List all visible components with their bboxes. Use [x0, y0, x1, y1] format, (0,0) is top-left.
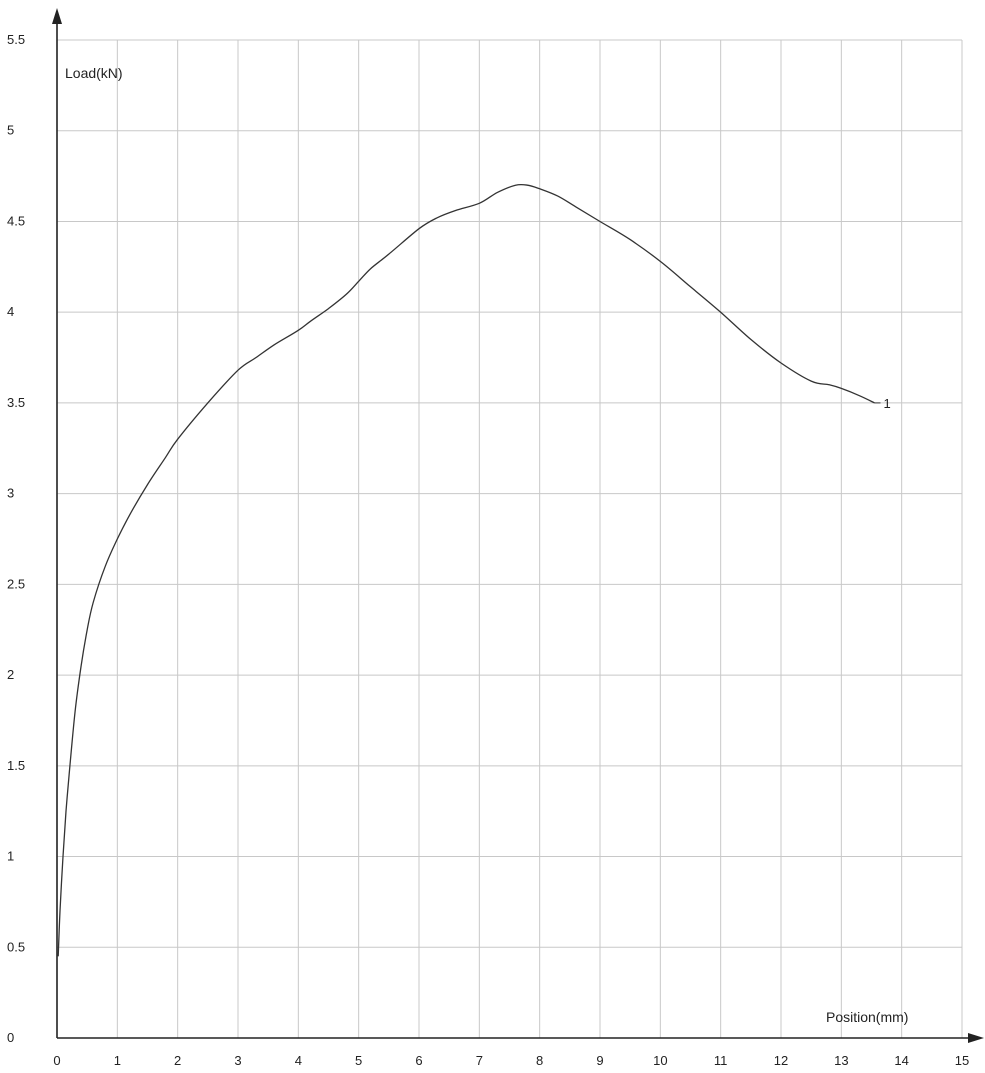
- y-tick-label: 3.5: [7, 395, 25, 410]
- series-line: [57, 183, 875, 957]
- y-tick-label: 0: [7, 1030, 14, 1045]
- x-tick-label: 10: [653, 1053, 667, 1068]
- y-tick-label: 5: [7, 123, 14, 138]
- y-tick-label: 4.5: [7, 213, 25, 228]
- x-axis-title: Position(mm): [826, 1009, 908, 1025]
- x-tick-label: 14: [894, 1053, 908, 1068]
- y-tick-label: 3: [7, 486, 14, 501]
- y-tick-label: 2: [7, 667, 14, 682]
- x-tick-label: 2: [174, 1053, 181, 1068]
- x-tick-label: 8: [536, 1053, 543, 1068]
- x-tick-label: 0: [53, 1053, 60, 1068]
- x-tick-label: 7: [476, 1053, 483, 1068]
- grid: [57, 39, 963, 1038]
- x-tick-label: 1: [114, 1053, 121, 1068]
- y-tick-label: 4: [7, 304, 14, 319]
- x-tick-label: 12: [774, 1053, 788, 1068]
- series-layer: 1: [57, 183, 891, 957]
- x-tick-label: 13: [834, 1053, 848, 1068]
- y-tick-label: 1.5: [7, 758, 25, 773]
- x-tick-label: 5: [355, 1053, 362, 1068]
- y-tick-label: 2.5: [7, 576, 25, 591]
- x-tick-label: 11: [714, 1053, 728, 1068]
- y-tick-label: 1: [7, 849, 14, 864]
- y-axis-title: Load(kN): [65, 65, 123, 81]
- tick-labels: 0 1 2 3 4 5 6 7 8 9 10 11 12 13 14 1500.511.522.533.544…: [7, 32, 969, 1068]
- x-tick-label: 4: [295, 1053, 302, 1068]
- x-tick-label: 6: [415, 1053, 422, 1068]
- x-tick-label: 9: [596, 1053, 603, 1068]
- x-tick-label: 3: [234, 1053, 241, 1068]
- x-tick-label: 15: [955, 1053, 969, 1068]
- y-axis-arrow-icon: [52, 8, 62, 24]
- y-tick-label: 5.5: [7, 32, 25, 47]
- x-axis-arrow-icon: [968, 1033, 984, 1043]
- axes: [52, 8, 984, 1043]
- y-tick-label: 0.5: [7, 939, 25, 954]
- series-label: 1: [884, 396, 891, 411]
